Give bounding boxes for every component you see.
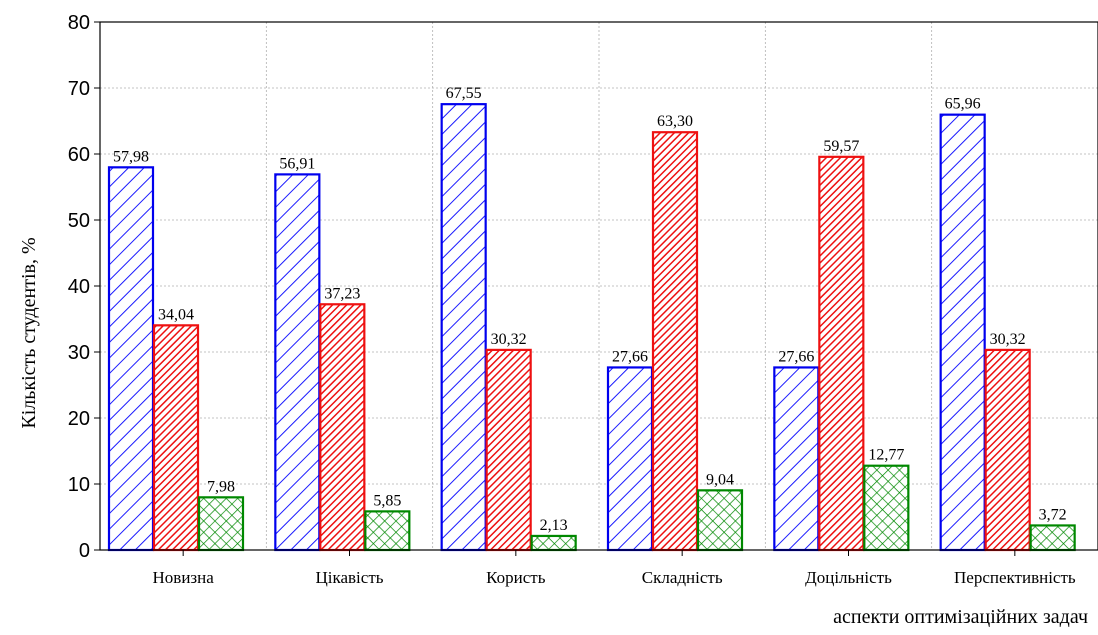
data-label: 57,98 [113, 148, 149, 165]
bar [152, 324, 200, 552]
data-label: 56,91 [279, 155, 315, 172]
y-tick-label: 20 [68, 408, 90, 430]
bar [364, 510, 411, 552]
bar [606, 366, 654, 552]
data-label: 9,04 [706, 471, 734, 488]
x-axis-title: аспекти оптимізаційних задач [833, 606, 1088, 628]
bar [939, 113, 986, 552]
bar [274, 173, 321, 552]
x-tick-label: Складність [642, 568, 723, 587]
y-axis-title: Кількість студентів, % [18, 237, 40, 428]
y-tick-label: 30 [68, 342, 90, 364]
y-axis-ticks: 0 10 20 30 40 50 60 70 80 [68, 12, 100, 562]
data-label: 2,13 [540, 517, 568, 534]
y-tick-label: 60 [68, 144, 90, 166]
x-tick-label: Доцільність [805, 568, 892, 587]
grid-lines [100, 22, 1098, 550]
x-axis-labels: Новизна Цікавість Користь Складність Доцільн… [153, 550, 1076, 587]
bar [197, 496, 245, 552]
y-tick-label: 10 [68, 474, 90, 496]
bar [773, 366, 820, 552]
data-label: 59,57 [823, 138, 859, 155]
bar [107, 166, 155, 552]
data-label: 65,96 [945, 96, 981, 113]
data-label: 3,72 [1039, 506, 1067, 523]
data-label: 5,85 [373, 492, 401, 509]
y-tick-label: 80 [68, 12, 90, 34]
x-tick-label: Цікавість [315, 568, 383, 587]
x-tick-label: Користь [486, 568, 546, 587]
bars-group [107, 103, 1076, 552]
x-tick-label: Перспективність [954, 568, 1076, 587]
y-tick-label: 70 [68, 78, 90, 100]
data-label: 7,98 [207, 478, 235, 495]
y-tick-label: 40 [68, 276, 90, 298]
x-tick-label: Новизна [153, 568, 215, 587]
data-label: 30,32 [990, 331, 1026, 348]
bar [818, 155, 865, 552]
y-tick-label: 50 [68, 210, 90, 232]
value-labels: 57,98 56,91 67,55 27,66 27,66 65,96 34,04 37,23… [113, 85, 1067, 534]
data-label: 37,23 [324, 285, 360, 302]
bar [863, 464, 910, 552]
data-label: 34,04 [158, 306, 194, 323]
bar [1029, 524, 1076, 552]
data-label: 67,55 [446, 85, 482, 102]
y-tick-label: 0 [79, 540, 90, 562]
data-label: 27,66 [612, 348, 648, 365]
data-label: 27,66 [778, 348, 814, 365]
data-label: 63,30 [657, 113, 693, 130]
bar [530, 534, 577, 552]
data-label: 12,77 [868, 447, 904, 464]
bar [696, 489, 744, 552]
bar [319, 303, 366, 552]
bar [485, 348, 532, 552]
data-label: 30,32 [491, 331, 527, 348]
bar [651, 131, 699, 552]
bar [440, 103, 487, 552]
bar [984, 348, 1031, 552]
